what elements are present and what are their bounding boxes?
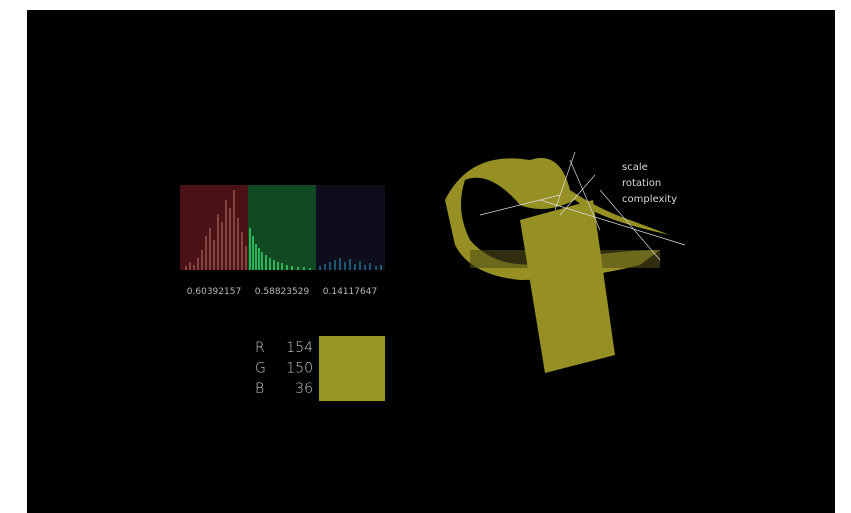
shape-lines bbox=[479, 151, 686, 261]
control-label[interactable]: rotation bbox=[622, 178, 661, 189]
channel-label: R bbox=[255, 340, 265, 356]
channel-value: 150 bbox=[286, 361, 313, 377]
blue-panel bbox=[316, 185, 385, 270]
canvas bbox=[27, 10, 835, 513]
channel-value: 154 bbox=[286, 340, 313, 356]
green-panel bbox=[248, 185, 316, 270]
control-label[interactable]: complexity bbox=[622, 194, 677, 205]
blue-bars bbox=[319, 258, 382, 270]
normalized-value: 0.60392157 bbox=[187, 287, 241, 297]
channel-label: B bbox=[255, 381, 264, 397]
green-bars bbox=[249, 228, 311, 270]
color-swatch bbox=[319, 336, 385, 401]
control-label[interactable]: scale bbox=[622, 162, 648, 173]
red-bars bbox=[185, 190, 247, 270]
channel-value: 36 bbox=[295, 381, 313, 397]
normalized-value: 0.14117647 bbox=[323, 287, 377, 297]
channel-label: G bbox=[255, 361, 266, 377]
normalized-value: 0.58823529 bbox=[255, 287, 310, 297]
plane bbox=[520, 200, 615, 373]
histograms bbox=[180, 185, 385, 270]
